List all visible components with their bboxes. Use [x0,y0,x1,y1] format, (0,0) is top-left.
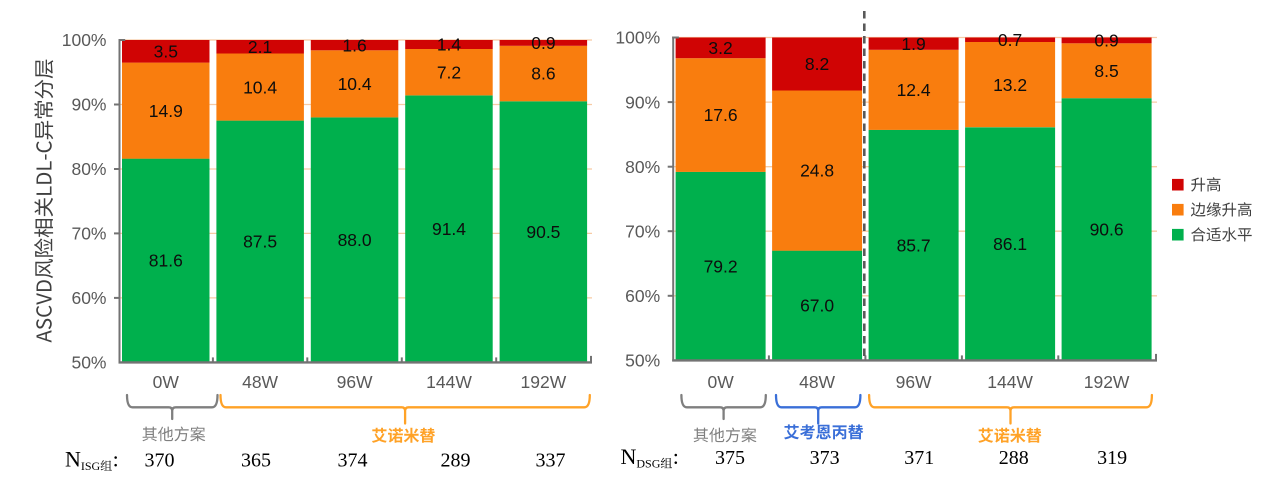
svg-text:81.6: 81.6 [149,251,183,271]
svg-text:90.6: 90.6 [1090,220,1124,240]
svg-text:10.4: 10.4 [243,77,277,97]
svg-text:60%: 60% [625,286,660,306]
svg-text:90%: 90% [625,92,660,112]
svg-text::: : [113,447,119,472]
svg-text:12.4: 12.4 [897,80,931,100]
svg-text:288: 288 [999,447,1029,469]
svg-text:8.6: 8.6 [531,64,555,84]
svg-text:48W: 48W [799,372,835,392]
svg-text:10.4: 10.4 [338,74,372,94]
svg-text:100%: 100% [615,28,660,48]
svg-text:14.9: 14.9 [149,101,183,121]
svg-text:192W: 192W [1084,372,1130,392]
svg-text:86.1: 86.1 [993,234,1027,254]
svg-text:13.2: 13.2 [993,75,1027,95]
svg-text:80%: 80% [71,159,106,179]
svg-text:67.0: 67.0 [800,296,834,316]
svg-text:ISG: ISG [81,459,101,473]
svg-text:80%: 80% [625,157,660,177]
svg-text:0W: 0W [153,372,180,392]
svg-text:90.5: 90.5 [526,222,560,242]
svg-text:192W: 192W [521,372,567,392]
svg-text:1.4: 1.4 [437,35,462,55]
svg-text:70%: 70% [71,224,106,244]
svg-text:8.5: 8.5 [1094,61,1118,81]
svg-text:0.7: 0.7 [998,30,1022,50]
svg-text:N: N [65,447,81,472]
svg-text:17.6: 17.6 [704,105,738,125]
svg-text:319: 319 [1097,447,1127,469]
svg-text:1.9: 1.9 [901,34,925,54]
svg-text:100%: 100% [62,30,107,50]
svg-text:373: 373 [810,447,840,469]
svg-text:0.9: 0.9 [531,33,555,53]
svg-text:96W: 96W [896,372,932,392]
svg-text:24.8: 24.8 [800,161,834,181]
svg-text:60%: 60% [71,288,106,308]
svg-text:96W: 96W [337,372,373,392]
svg-text:371: 371 [904,447,934,469]
svg-text:2.1: 2.1 [248,37,272,57]
svg-text:N: N [621,444,637,469]
svg-text:144W: 144W [426,372,472,392]
svg-text:8.2: 8.2 [805,54,829,74]
svg-text:375: 375 [715,447,745,469]
svg-text:0.9: 0.9 [1094,31,1118,51]
svg-text:DSG: DSG [636,457,660,471]
svg-text:3.2: 3.2 [708,38,732,58]
svg-text:0W: 0W [707,372,734,392]
svg-text:7.2: 7.2 [437,62,461,82]
svg-text:48W: 48W [242,372,278,392]
svg-text:90%: 90% [71,95,106,115]
svg-text:1.6: 1.6 [342,35,366,55]
svg-text:91.4: 91.4 [432,219,466,239]
svg-text:337: 337 [536,450,566,472]
svg-text:87.5: 87.5 [243,232,277,252]
svg-text::: : [673,444,679,469]
svg-text:50%: 50% [625,351,660,371]
svg-text:374: 374 [338,450,368,472]
svg-text:3.5: 3.5 [154,42,178,62]
svg-text:365: 365 [241,450,271,472]
svg-text:70%: 70% [625,221,660,241]
svg-text:289: 289 [441,450,471,472]
svg-text:79.2: 79.2 [704,256,738,276]
svg-text:370: 370 [145,450,175,472]
svg-text:144W: 144W [987,372,1033,392]
svg-text:88.0: 88.0 [338,230,372,250]
svg-text:85.7: 85.7 [897,235,931,255]
svg-text:50%: 50% [71,353,106,373]
